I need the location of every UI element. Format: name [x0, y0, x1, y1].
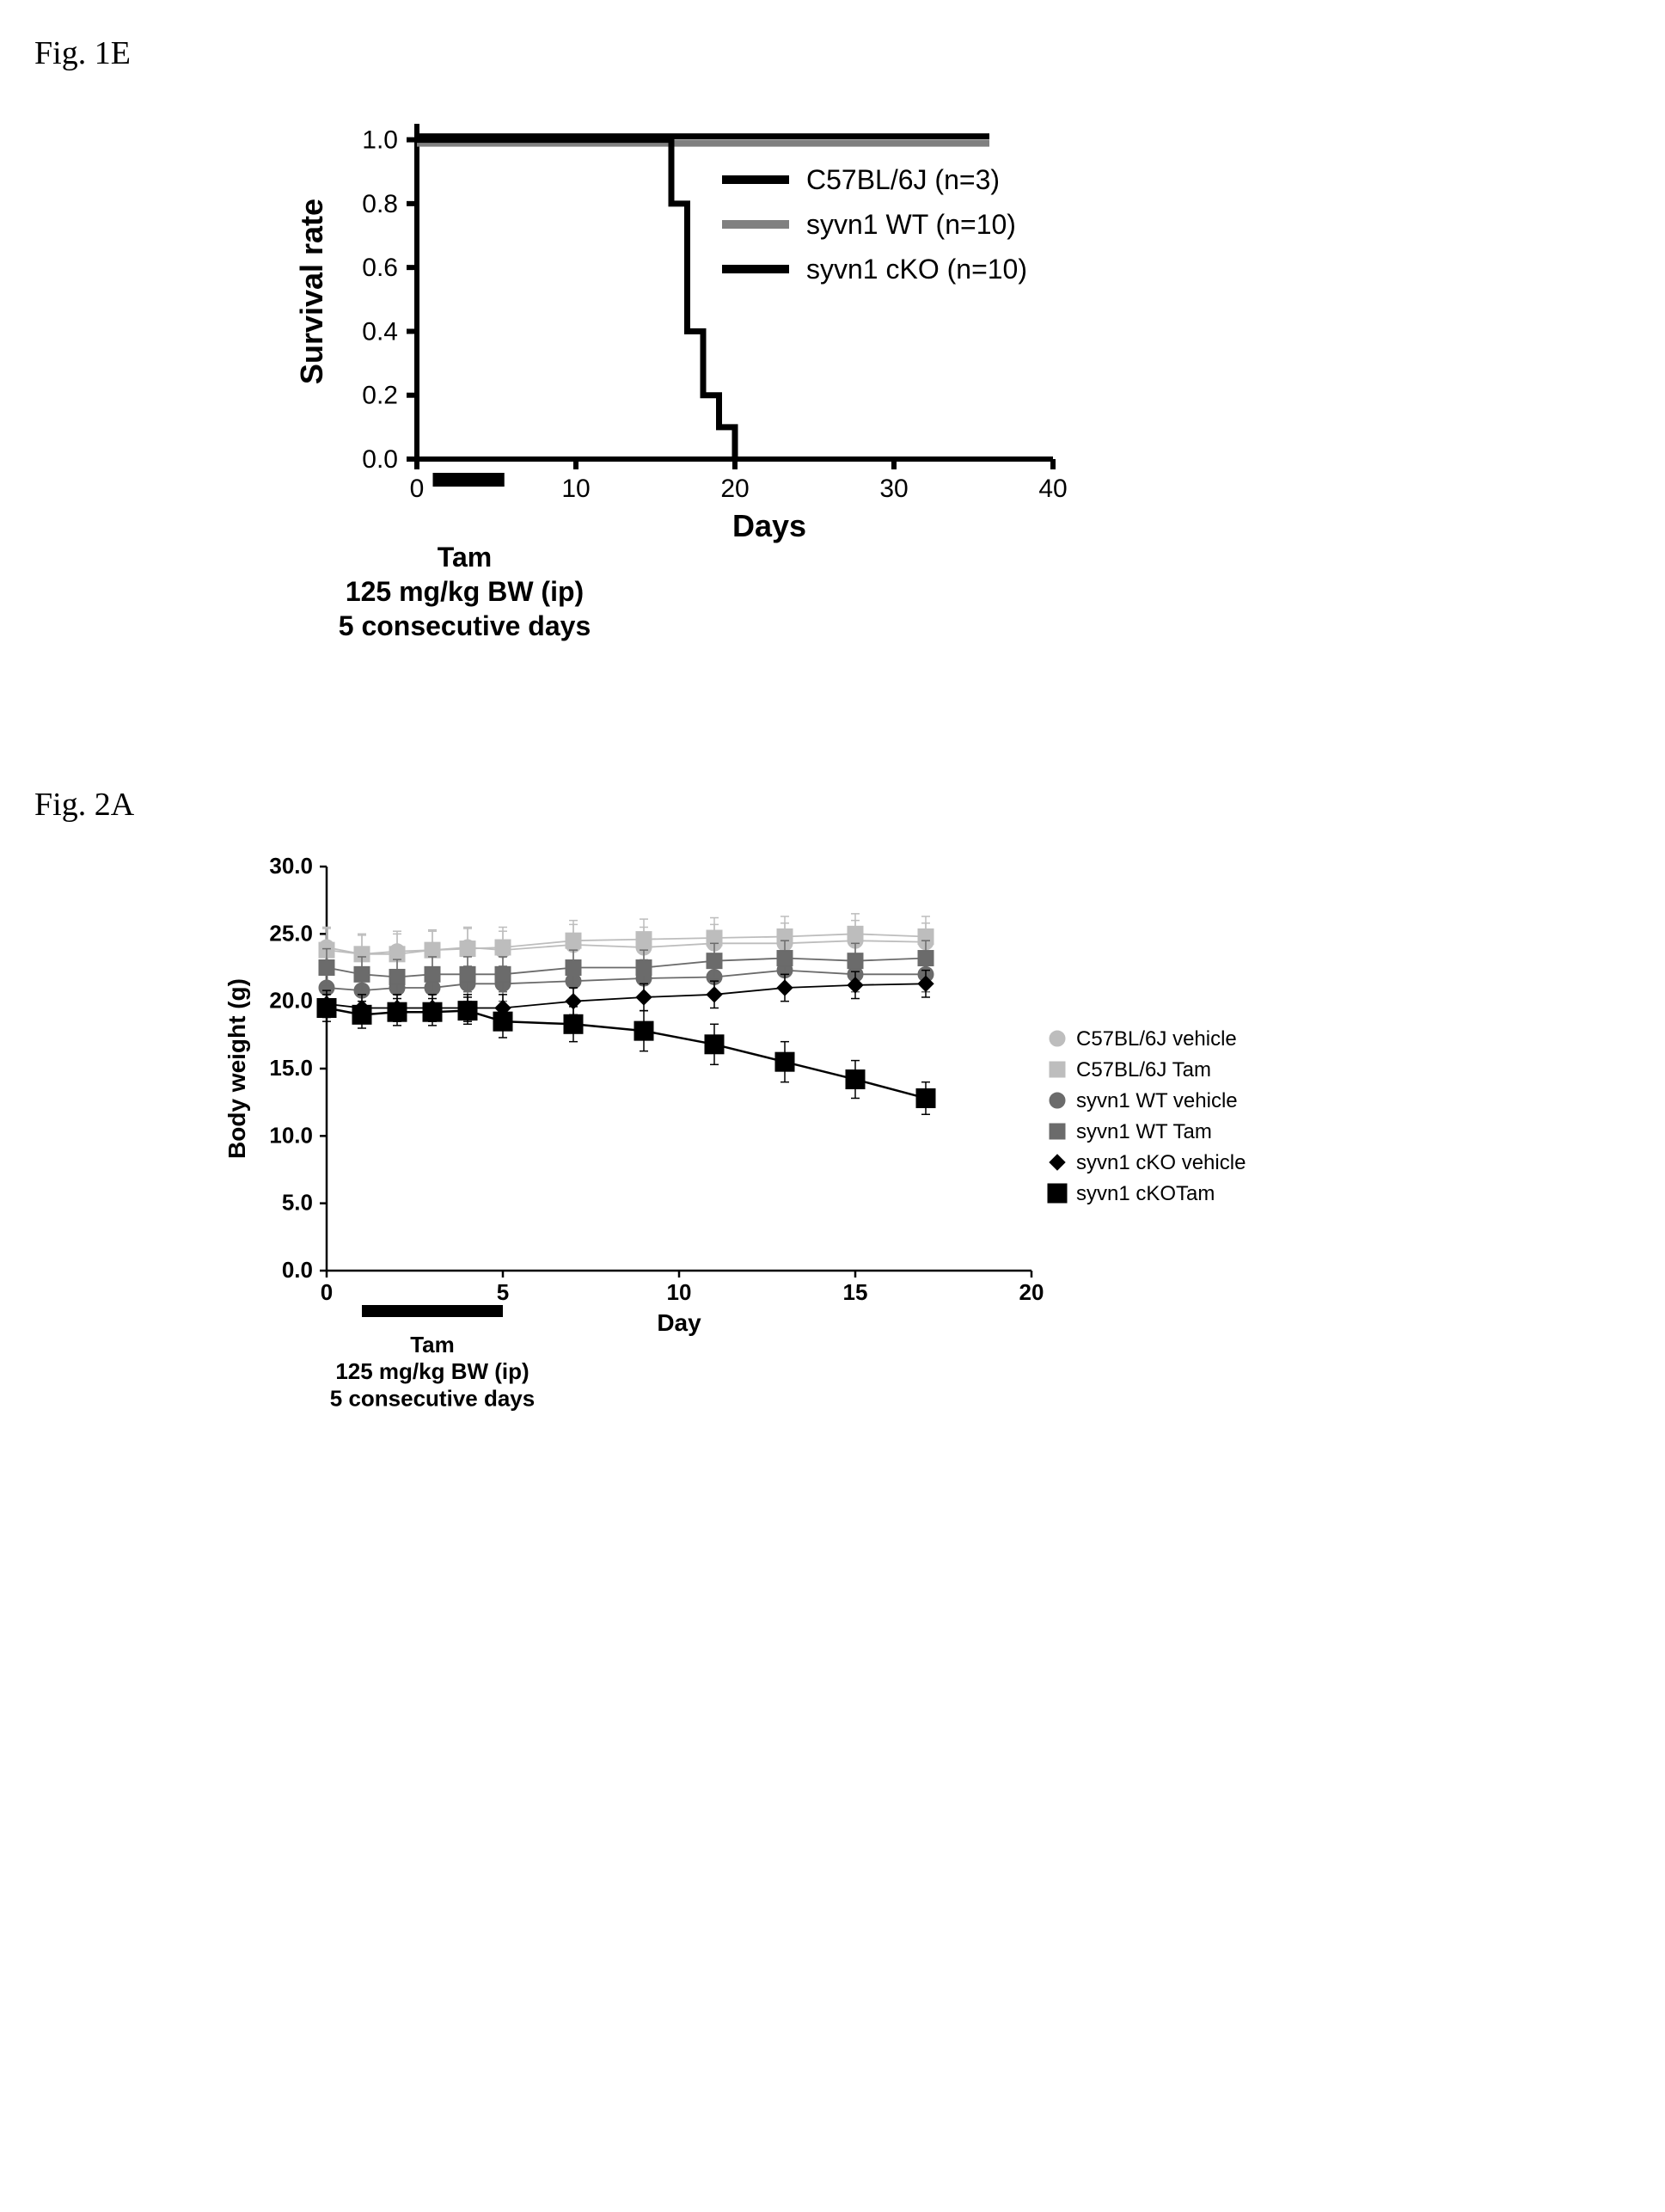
svg-text:Tam: Tam [410, 1332, 455, 1357]
fig2a-chart: 0.0 5.0 10.0 15.0 20.0 25.0 30.0 0 5 10 15 20 Body w… [172, 849, 1401, 1537]
svg-text:15: 15 [843, 1279, 868, 1305]
svg-text:0.8: 0.8 [362, 190, 398, 218]
svg-text:Body weight (g): Body weight (g) [223, 978, 250, 1159]
svg-text:0.6: 0.6 [362, 254, 398, 282]
svg-text:syvn1 cKO vehicle: syvn1 cKO vehicle [1076, 1151, 1246, 1174]
svg-text:0.0: 0.0 [362, 445, 398, 474]
svg-text:125 mg/kg BW (ip): 125 mg/kg BW (ip) [335, 1358, 529, 1384]
svg-text:15.0: 15.0 [269, 1055, 313, 1081]
svg-text:20.0: 20.0 [269, 988, 313, 1014]
svg-text:syvn1 WT Tam: syvn1 WT Tam [1076, 1120, 1212, 1143]
svg-text:0.2: 0.2 [362, 382, 398, 410]
fig1e-container: 0.0 0.2 0.4 0.6 0.8 1.0 0 10 20 30 40 Survival rate… [258, 98, 1631, 717]
svg-text:0: 0 [321, 1279, 333, 1305]
svg-text:5: 5 [497, 1279, 509, 1305]
svg-text:10: 10 [561, 475, 590, 503]
svg-text:30: 30 [879, 475, 908, 503]
svg-text:10: 10 [667, 1279, 692, 1305]
svg-text:syvn1 WT (n=10): syvn1 WT (n=10) [806, 209, 1016, 240]
figure-label-1e: Fig. 1E [34, 34, 1631, 72]
svg-text:5 consecutive days: 5 consecutive days [330, 1385, 535, 1411]
svg-text:125 mg/kg BW (ip): 125 mg/kg BW (ip) [346, 576, 584, 607]
figure-label-2a: Fig. 2A [34, 786, 1631, 824]
svg-text:5.0: 5.0 [282, 1190, 313, 1216]
fig2a-container: 0.0 5.0 10.0 15.0 20.0 25.0 30.0 0 5 10 15 20 Body w… [172, 849, 1631, 1537]
svg-text:0.0: 0.0 [282, 1257, 313, 1283]
svg-text:Day: Day [657, 1309, 701, 1336]
svg-text:0.4: 0.4 [362, 317, 398, 346]
svg-text:30.0: 30.0 [269, 853, 313, 879]
svg-text:25.0: 25.0 [269, 920, 313, 946]
svg-text:20: 20 [720, 475, 749, 503]
svg-text:C57BL/6J vehicle: C57BL/6J vehicle [1076, 1027, 1237, 1051]
svg-text:Days: Days [732, 508, 806, 543]
svg-text:Tam: Tam [438, 542, 492, 573]
svg-text:syvn1 cKOTam: syvn1 cKOTam [1076, 1182, 1215, 1205]
svg-text:5 consecutive days: 5 consecutive days [339, 610, 591, 641]
svg-text:1.0: 1.0 [362, 126, 398, 155]
svg-text:10.0: 10.0 [269, 1122, 313, 1148]
svg-text:syvn1 WT vehicle: syvn1 WT vehicle [1076, 1089, 1238, 1112]
svg-text:syvn1 cKO (n=10): syvn1 cKO (n=10) [806, 254, 1027, 285]
fig1e-chart: 0.0 0.2 0.4 0.6 0.8 1.0 0 10 20 30 40 Survival rate… [258, 98, 1169, 717]
svg-text:C57BL/6J (n=3): C57BL/6J (n=3) [806, 164, 1000, 195]
svg-text:0: 0 [410, 475, 425, 503]
svg-text:Survival rate: Survival rate [294, 199, 329, 384]
svg-text:40: 40 [1038, 475, 1067, 503]
svg-text:C57BL/6J Tam: C57BL/6J Tam [1076, 1058, 1211, 1081]
svg-text:20: 20 [1019, 1279, 1044, 1305]
